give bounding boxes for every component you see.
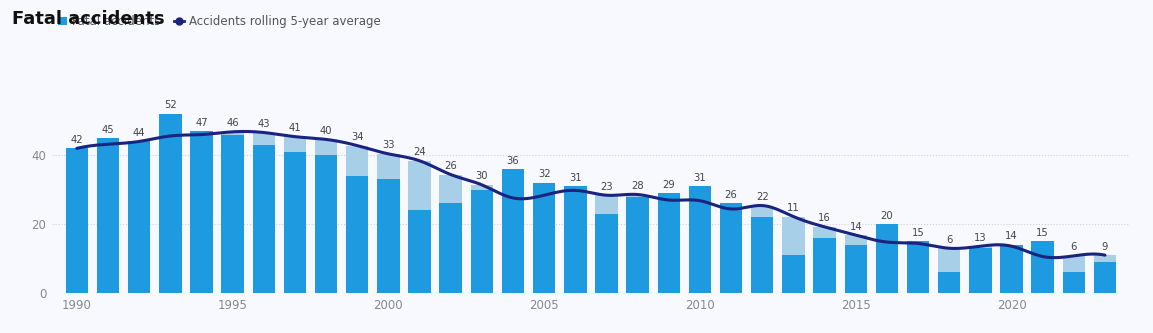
Text: 34: 34	[351, 132, 363, 142]
Bar	[813, 227, 836, 238]
Text: 14: 14	[850, 222, 862, 232]
Text: 22: 22	[756, 192, 769, 202]
Bar	[346, 176, 369, 293]
Bar	[751, 205, 774, 217]
Bar	[128, 142, 150, 293]
Text: 16: 16	[819, 213, 831, 223]
Bar	[377, 154, 400, 179]
Text: 43: 43	[257, 119, 270, 129]
Bar	[844, 245, 867, 293]
Text: 42: 42	[70, 135, 83, 145]
Bar	[502, 169, 525, 293]
Bar	[1032, 241, 1054, 293]
Bar	[221, 132, 243, 135]
Bar	[719, 203, 743, 293]
Bar	[939, 248, 960, 272]
Bar	[564, 186, 587, 293]
Text: 33: 33	[382, 141, 394, 151]
Bar	[315, 155, 338, 293]
Bar	[970, 246, 992, 248]
Bar	[1094, 255, 1116, 262]
Text: 46: 46	[226, 118, 239, 129]
Text: 26: 26	[444, 161, 457, 171]
Bar	[626, 194, 649, 196]
Text: 15: 15	[912, 228, 925, 238]
Bar	[1063, 256, 1085, 272]
Bar	[377, 179, 400, 293]
Bar	[408, 161, 431, 210]
Text: 9: 9	[1102, 242, 1108, 252]
Text: 44: 44	[133, 128, 145, 138]
Text: 41: 41	[288, 123, 301, 133]
Text: 31: 31	[570, 173, 581, 183]
Bar	[782, 216, 805, 255]
Bar	[751, 217, 774, 293]
Bar	[1001, 245, 1023, 293]
Bar	[439, 203, 462, 293]
Bar	[688, 186, 711, 293]
Bar	[939, 272, 960, 293]
Bar	[626, 196, 649, 293]
Text: 31: 31	[694, 173, 707, 183]
Bar	[66, 149, 88, 293]
Text: 52: 52	[164, 101, 176, 111]
Text: 47: 47	[195, 118, 208, 128]
Text: 14: 14	[1005, 231, 1018, 241]
Text: 20: 20	[881, 211, 894, 221]
Bar	[813, 238, 836, 293]
Bar	[439, 174, 462, 203]
Text: 28: 28	[632, 181, 645, 191]
Bar	[875, 224, 898, 293]
Text: 15: 15	[1037, 228, 1049, 238]
Text: 6: 6	[1071, 242, 1077, 252]
Text: 6: 6	[947, 235, 952, 245]
Bar	[970, 248, 992, 293]
Text: 23: 23	[601, 182, 612, 192]
Bar	[97, 138, 119, 293]
Text: 26: 26	[725, 190, 738, 200]
Text: 45: 45	[101, 125, 114, 135]
Bar	[595, 214, 618, 293]
Text: 11: 11	[787, 203, 800, 213]
Bar	[782, 255, 805, 293]
Bar	[346, 146, 369, 176]
Legend: Fatal accidents, Accidents rolling 5-year average: Fatal accidents, Accidents rolling 5-yea…	[58, 15, 380, 28]
Bar	[315, 140, 338, 155]
Text: 13: 13	[974, 233, 987, 243]
Text: 32: 32	[537, 169, 550, 179]
Bar	[1094, 262, 1116, 293]
Bar	[253, 133, 274, 145]
Bar	[159, 114, 181, 293]
Bar	[844, 235, 867, 245]
Bar	[1063, 272, 1085, 293]
Text: 40: 40	[319, 126, 332, 136]
Bar	[595, 195, 618, 214]
Bar	[253, 145, 274, 293]
Text: 36: 36	[506, 156, 519, 166]
Bar	[657, 193, 680, 293]
Bar	[533, 183, 556, 293]
Bar	[190, 131, 212, 293]
Text: 30: 30	[475, 171, 488, 181]
Text: 29: 29	[663, 180, 676, 190]
Text: Fatal accidents: Fatal accidents	[12, 10, 164, 28]
Bar	[284, 137, 307, 152]
Bar	[408, 210, 431, 293]
Bar	[221, 135, 243, 293]
Bar	[470, 185, 493, 190]
Bar	[470, 190, 493, 293]
Bar	[284, 152, 307, 293]
Text: 24: 24	[413, 147, 425, 157]
Bar	[907, 241, 929, 293]
